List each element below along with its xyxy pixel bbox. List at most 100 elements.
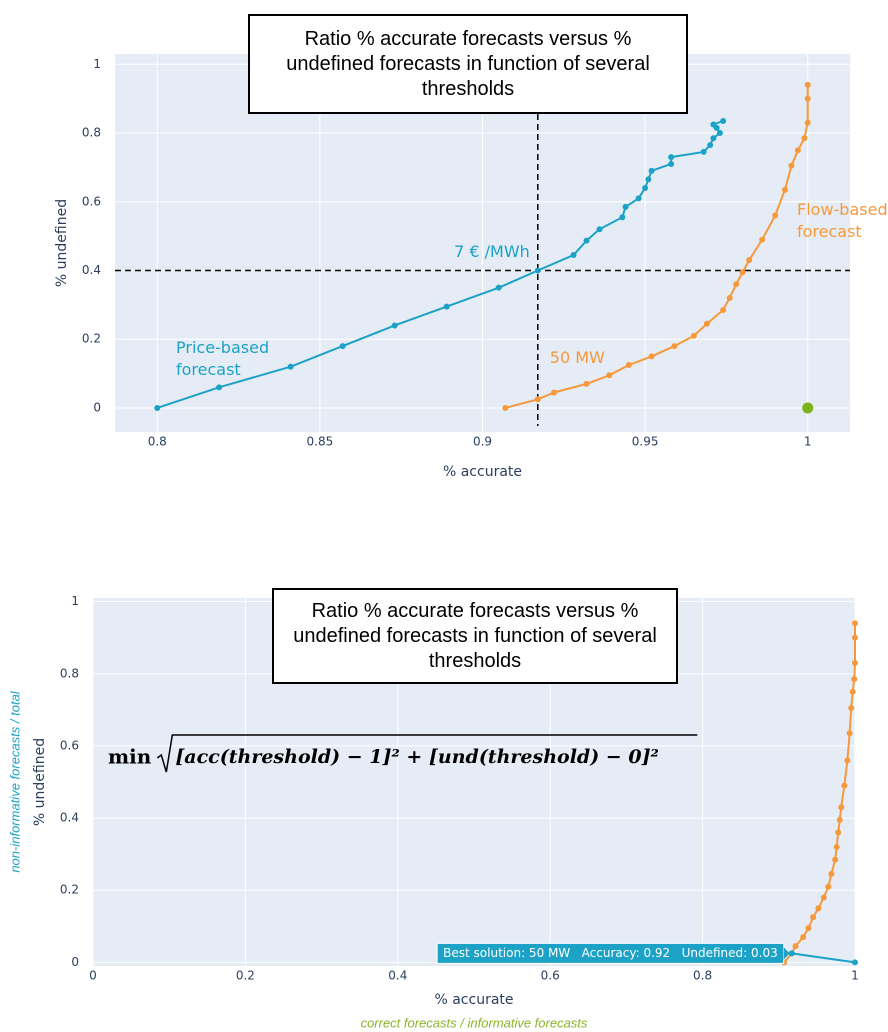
point [844, 757, 851, 764]
hover-arrow [783, 947, 790, 960]
y-tick-label: 0.6 [82, 194, 101, 208]
point [810, 914, 817, 921]
point [668, 154, 675, 161]
point [570, 252, 577, 259]
point [820, 894, 827, 901]
point [619, 214, 626, 221]
title-box: Ratio % accurate forecasts versus % unde… [272, 588, 678, 684]
point [690, 332, 697, 339]
point [746, 257, 753, 264]
title-box: Ratio % accurate forecasts versus % unde… [248, 14, 688, 114]
y-tick-label: 1 [93, 57, 101, 71]
point [700, 148, 707, 155]
point [832, 856, 839, 863]
x-tick-label: 0.4 [388, 969, 407, 983]
point [720, 307, 727, 314]
point [852, 620, 858, 627]
point [648, 353, 655, 360]
x-tick-label: 0 [89, 969, 97, 983]
point [668, 160, 675, 167]
y-axis-label: % undefined [54, 199, 70, 287]
point [849, 688, 856, 695]
x-tick-label: 1 [851, 969, 859, 983]
point [716, 130, 723, 137]
hover-text: Best solution: 50 MW Accuracy: 0.92 Unde… [443, 946, 778, 960]
point [794, 147, 801, 154]
y-tick-label: 0.4 [60, 811, 79, 825]
point [502, 404, 509, 411]
point [154, 404, 161, 411]
x-tick-label: 0.8 [148, 435, 167, 449]
y-tick-label: 0.8 [82, 126, 101, 140]
point [703, 320, 710, 327]
point [835, 829, 842, 836]
point [802, 402, 814, 414]
point [551, 389, 558, 396]
x-axis-label: % accurate [443, 464, 522, 480]
point [720, 118, 727, 125]
y-tick-label: 0.2 [60, 883, 79, 897]
point [815, 905, 822, 912]
point [534, 267, 541, 274]
point [801, 135, 808, 142]
point [852, 659, 858, 666]
x-tick-label: 0.6 [541, 969, 560, 983]
point [833, 843, 840, 850]
point [828, 871, 835, 877]
point [841, 782, 848, 789]
x-tick-label: 0.8 [693, 969, 712, 983]
x-tick-label: 0.85 [307, 435, 334, 449]
point [800, 934, 807, 941]
point [339, 343, 346, 350]
point [710, 121, 717, 128]
x-tick-label: 0.2 [236, 969, 255, 983]
point [804, 95, 811, 102]
point [648, 167, 655, 174]
point [443, 303, 450, 310]
point [781, 186, 788, 193]
point [825, 883, 832, 890]
y-tick-label: 0 [93, 400, 101, 414]
annotation: 7 € /MWh [454, 242, 530, 261]
point [804, 81, 811, 88]
point [583, 237, 590, 244]
point [635, 195, 642, 202]
point [726, 294, 733, 301]
point [805, 925, 812, 932]
point [788, 162, 795, 169]
point [495, 284, 502, 291]
series-label: Flow-based forecast [797, 200, 888, 241]
point [642, 185, 649, 192]
y-tick-label: 0 [71, 955, 79, 969]
point [216, 384, 223, 391]
x-tick-label: 1 [804, 435, 812, 449]
series-label: Price-based forecast [176, 338, 269, 379]
point [838, 804, 845, 811]
point [836, 816, 843, 823]
point [391, 322, 398, 329]
point [792, 943, 799, 950]
x-note: correct forecasts / informative forecast… [361, 1015, 588, 1030]
point [606, 372, 613, 379]
annotation: 50 MW [550, 348, 605, 367]
series-line [791, 952, 856, 964]
point [671, 343, 678, 350]
point [804, 119, 811, 126]
y-tick-label: 0.4 [82, 263, 101, 277]
point [852, 959, 858, 966]
y-tick-label: 0.6 [60, 738, 79, 752]
y-axis-label: % undefined [32, 738, 48, 826]
point [733, 281, 740, 288]
y-tick-label: 1 [71, 594, 79, 608]
point [848, 705, 855, 712]
point [772, 212, 779, 219]
point [759, 236, 766, 243]
point [846, 730, 853, 737]
point [287, 363, 294, 370]
point [707, 142, 714, 149]
point [739, 269, 746, 276]
y-note: non-informative forecasts / total [7, 690, 22, 872]
y-tick-label: 0.8 [60, 666, 79, 680]
